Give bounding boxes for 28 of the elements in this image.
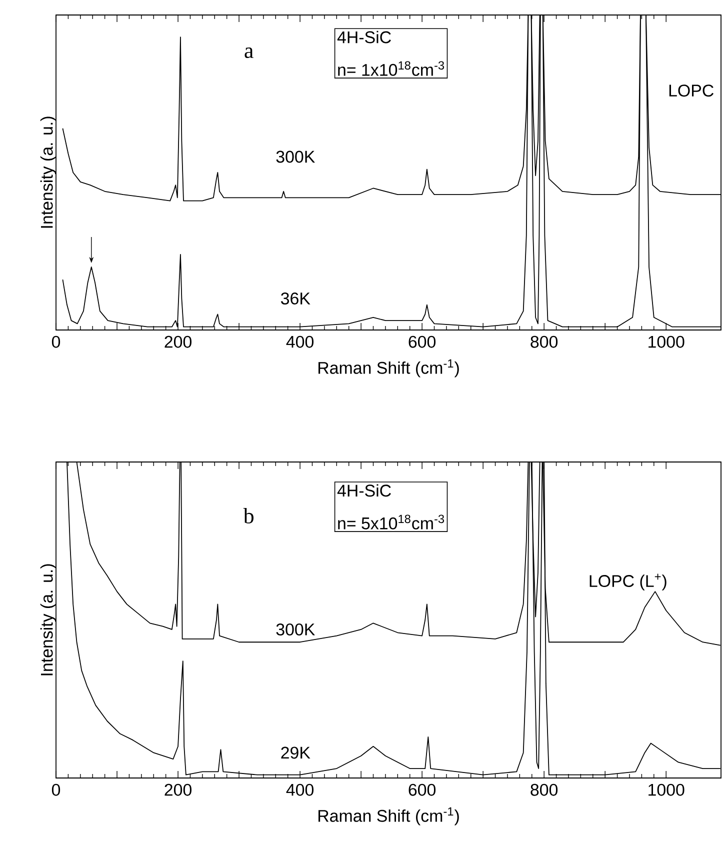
x-tick-label: 0: [52, 784, 60, 796]
x-tick-label: 800: [530, 784, 558, 796]
x-tick-label: 600: [408, 784, 436, 796]
series-label: 29K: [281, 746, 310, 759]
x-tick-label: 600: [408, 336, 436, 348]
x-tick-label: 1000: [648, 784, 684, 796]
x-tick-label: 200: [164, 784, 192, 796]
annotation: LOPC: [669, 84, 714, 97]
series-label: 300K: [276, 623, 315, 636]
x-tick-label: 0: [52, 336, 60, 348]
y-axis-title: Intensity (a. u.): [40, 116, 56, 228]
x-tick-label: 200: [164, 336, 192, 348]
x-tick-label: 1000: [648, 336, 684, 348]
x-tick-label: 400: [286, 336, 314, 348]
annotation: LOPC (L$^{+}$): [590, 574, 666, 590]
annotation: 4H-SiC: [337, 484, 391, 497]
y-axis-title: Intensity (a. u.): [40, 564, 56, 676]
annotation: a: [244, 48, 254, 58]
x-axis-title: Raman Shift (cm$^{-1}$): [318, 359, 459, 378]
x-axis-title: Raman Shift (cm$^{-1}$): [318, 807, 459, 826]
annotation: n= 5x10$^{18}$cm$^{-3}$: [338, 514, 444, 530]
x-tick-label: 400: [286, 784, 314, 796]
annotation: b: [243, 508, 254, 524]
x-tick-label: 800: [530, 336, 558, 348]
annotation: n= 1x10$^{18}$cm$^{-3}$: [338, 61, 444, 76]
series-label: 300K: [276, 150, 315, 163]
annotation: 4H-SiC: [337, 30, 391, 44]
series-label: 36K: [280, 292, 310, 304]
